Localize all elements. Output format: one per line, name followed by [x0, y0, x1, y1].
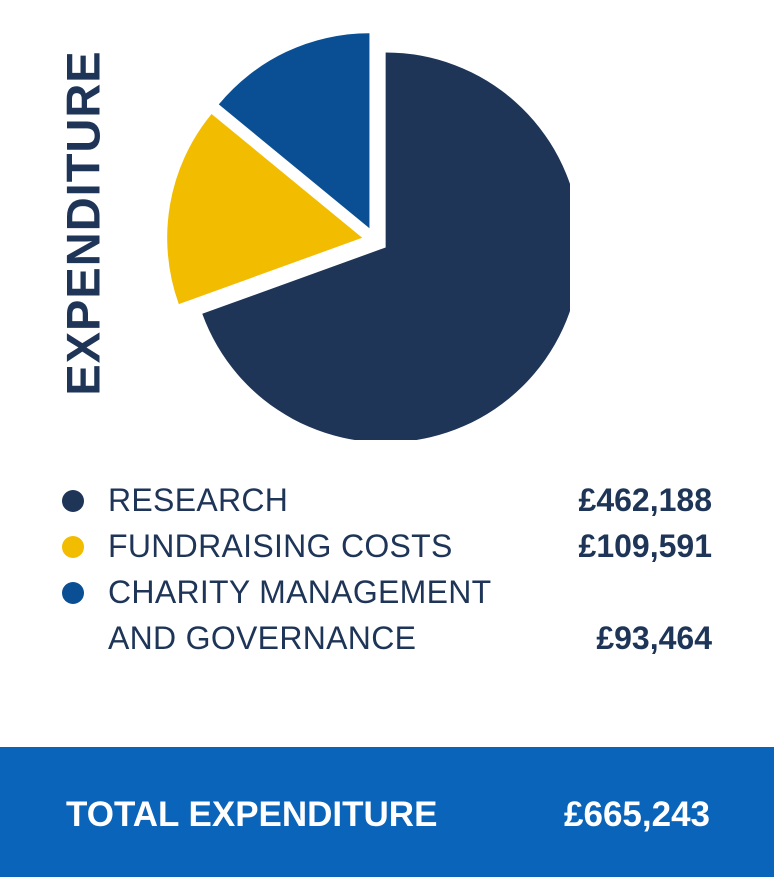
pie-slice-management: [218, 33, 370, 229]
legend-item-fundraising: FUNDRAISING COSTS £109,591: [62, 524, 712, 570]
legend-label-management-line1: CHARITY MANAGEMENT: [108, 574, 492, 610]
legend-item-research: RESEARCH £462,188: [62, 478, 712, 524]
legend-swatch-fundraising: [62, 536, 84, 558]
legend-label-fundraising: FUNDRAISING COSTS: [108, 528, 453, 564]
total-bar: TOTAL EXPENDITURE £665,243: [0, 747, 774, 877]
pie-slice-fundraising: [167, 113, 363, 305]
legend-value-fundraising: £109,591: [578, 528, 712, 564]
legend: RESEARCH £462,188 FUNDRAISING COSTS £109…: [62, 478, 712, 662]
legend-item-management: CHARITY MANAGEMENT AND GOVERNANCE £93,46…: [62, 570, 712, 662]
legend-label-research: RESEARCH: [108, 482, 289, 518]
pie-chart: [167, 33, 570, 440]
chart-title-text: EXPENDITURE: [56, 50, 110, 396]
legend-label-management-line2: AND GOVERNANCE: [108, 620, 417, 656]
pie-slice-research: [202, 52, 570, 440]
legend-swatch-management: [62, 582, 84, 604]
chart-title: EXPENDITURE: [56, 36, 110, 410]
legend-value-research: £462,188: [578, 482, 712, 518]
legend-swatch-research: [62, 490, 84, 512]
legend-value-management: £93,464: [596, 620, 712, 656]
total-label: TOTAL EXPENDITURE: [66, 795, 438, 834]
total-value: £665,243: [564, 795, 710, 834]
